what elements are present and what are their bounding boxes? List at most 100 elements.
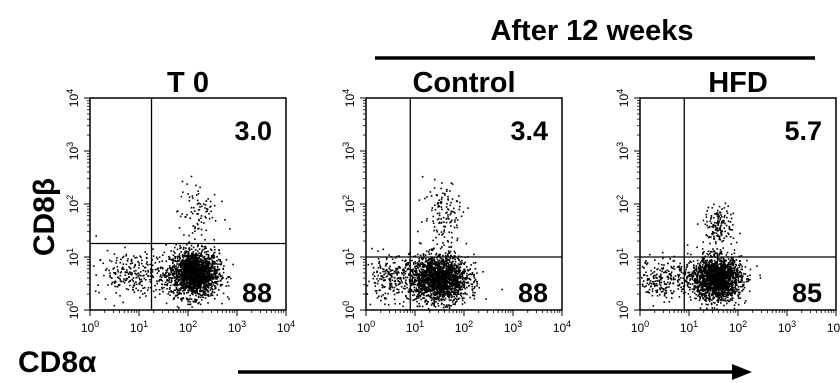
- scatter-point: [439, 283, 441, 286]
- scatter-point: [192, 291, 194, 294]
- scatter-point: [434, 283, 436, 285]
- scatter-point: [189, 259, 191, 262]
- scatter-point: [400, 285, 403, 288]
- scatter-point: [128, 281, 130, 283]
- scatter-point: [716, 254, 719, 256]
- scatter-point: [468, 273, 470, 276]
- scatter-point: [453, 293, 455, 296]
- scatter-point: [458, 281, 460, 284]
- scatter-point: [194, 272, 197, 274]
- scatter-point: [432, 248, 435, 250]
- scatter-point: [195, 260, 198, 263]
- scatter-point: [449, 261, 451, 263]
- scatter-point: [179, 275, 182, 277]
- scatter-point: [438, 259, 441, 262]
- scatter-point: [168, 266, 171, 269]
- scatter-point: [466, 281, 469, 283]
- scatter-point: [451, 183, 454, 185]
- scatter-point: [209, 200, 212, 203]
- scatter-point: [422, 293, 425, 295]
- scatter-point: [430, 266, 433, 268]
- scatter-point: [450, 293, 452, 296]
- scatter-point: [415, 298, 417, 300]
- scatter-point: [417, 297, 420, 299]
- scatter-point: [172, 265, 174, 268]
- scatter-point: [717, 300, 720, 302]
- scatter-point: [418, 242, 421, 244]
- scatter-point: [411, 259, 413, 262]
- scatter-point: [703, 277, 706, 280]
- scatter-point: [113, 253, 116, 255]
- scatter-point: [433, 293, 436, 295]
- scatter-point: [433, 302, 436, 304]
- scatter-point: [208, 268, 211, 271]
- scatter-point: [128, 272, 130, 275]
- scatter-point: [187, 266, 190, 269]
- scatter-point: [168, 277, 170, 279]
- axis-ticks: [84, 97, 287, 316]
- scatter-point: [201, 282, 203, 285]
- scatter-point: [187, 276, 189, 279]
- scatter-point: [395, 268, 398, 271]
- scatter-point: [446, 203, 448, 205]
- scatter-point: [446, 272, 448, 274]
- scatter-point: [204, 259, 207, 261]
- scatter-point: [200, 296, 202, 299]
- scatter-point: [435, 262, 437, 264]
- scatter-point: [125, 254, 127, 257]
- scatter-point: [456, 266, 458, 269]
- scatter-point: [422, 264, 424, 266]
- scatter-point: [192, 293, 194, 296]
- scatter-point: [455, 276, 458, 279]
- scatter-point: [194, 230, 196, 232]
- scatter-point: [433, 267, 435, 270]
- scatter-point: [464, 276, 467, 279]
- scatter-point: [389, 278, 391, 280]
- scatter-point: [427, 287, 429, 289]
- scatter-point: [198, 301, 200, 304]
- scatter-point: [451, 287, 454, 290]
- scatter-point: [435, 297, 438, 300]
- scatter-point: [199, 254, 202, 257]
- scatter-point: [189, 297, 191, 300]
- scatter-point: [405, 263, 407, 265]
- scatter-point: [423, 275, 426, 278]
- scatter-point: [125, 288, 128, 290]
- scatter-point: [732, 258, 734, 260]
- scatter-point: [450, 289, 453, 291]
- scatter-point: [204, 276, 207, 278]
- scatter-point: [429, 264, 431, 266]
- scatter-point: [199, 288, 202, 291]
- scatter-point: [179, 292, 182, 295]
- scatter-point: [194, 280, 196, 283]
- scatter-point: [210, 279, 212, 282]
- scatter-point: [428, 258, 430, 261]
- scatter-point: [421, 268, 423, 271]
- scatter-point: [407, 253, 410, 256]
- scatter-point: [734, 293, 736, 295]
- scatter-point: [374, 290, 377, 292]
- scatter-point: [176, 284, 179, 287]
- scatter-point: [191, 252, 193, 254]
- scatter-point: [737, 303, 740, 306]
- scatter-point: [179, 283, 182, 285]
- scatter-point: [184, 266, 187, 269]
- scatter-point: [438, 253, 440, 256]
- scatter-point: [173, 276, 176, 279]
- scatter-point: [161, 267, 164, 270]
- scatter-point: [196, 284, 198, 287]
- scatter-point: [730, 263, 732, 266]
- scatter-point: [445, 270, 448, 273]
- scatter-point: [184, 263, 186, 265]
- scatter-point: [456, 226, 458, 229]
- scatter-point: [418, 302, 420, 305]
- scatter-point: [692, 275, 695, 278]
- scatter-point: [185, 292, 188, 294]
- scatter-point: [380, 295, 383, 298]
- scatter-point: [693, 270, 695, 272]
- scatter-point: [697, 286, 699, 288]
- scatter-point: [192, 286, 195, 289]
- scatter-point: [200, 267, 203, 270]
- scatter-point: [176, 291, 178, 294]
- scatter-point: [187, 253, 189, 255]
